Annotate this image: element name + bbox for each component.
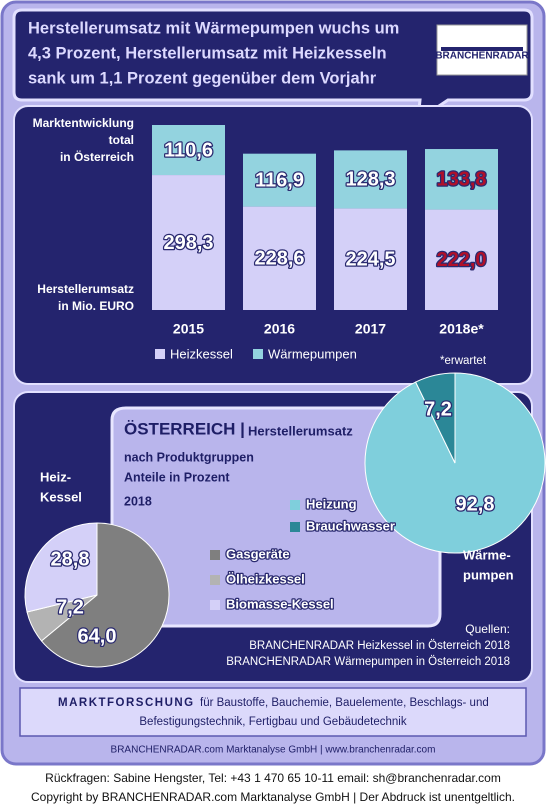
chart-title: total [109,133,134,147]
value-label: 116,9 [255,169,304,191]
value-label: 110,6 [164,139,213,161]
value-label: 7,2 [56,596,84,618]
legend-swatch [290,522,300,532]
value-label: 133,8 [436,169,486,191]
pie-slice [40,522,170,668]
legend-label: Heizkessel [170,346,233,361]
panel-heading-sub: Herstellerumsatz [248,423,353,438]
bar-segment [243,153,316,207]
pie-title: Kessel [40,489,82,504]
footer-contact: Rückfragen: Sabine Hengster, Tel: +43 1 … [45,771,501,785]
bar-segment [334,208,407,310]
legend-label: Wärmepumpen [268,346,357,361]
source: BRANCHENRADAR Heizkessel in Österreich 2… [249,640,510,652]
logo-bar [441,47,523,51]
footer-lead: MARKTFORSCHUNG [58,697,195,709]
legend-label: Gasgeräte [226,546,290,561]
value-label: 298,3 [163,232,213,254]
value-label: 92,8 [456,493,495,515]
pie-slice [414,372,456,464]
bar-segment [425,209,498,310]
legend-swatch [210,600,220,610]
value-label: 128,3 [345,169,395,191]
header-title: sank um 1,1 Prozent gegenüber dem Vorjah… [28,69,377,87]
legend-label: Ölheizkessel [226,571,305,586]
chart-title: Marktentwicklung [33,116,134,130]
bar-segment [152,125,225,176]
legend-swatch [210,550,220,560]
footer-copyright: Copyright by BRANCHENRADAR.com Marktanal… [31,790,515,804]
x-tick-label: 2017 [355,321,386,337]
panel-line: Anteile in Prozent [124,470,230,484]
bar-segment [425,149,498,210]
pie [364,372,546,554]
legend-label: Brauchwasser [306,518,395,533]
legend-swatch [290,500,300,510]
pie-slice [24,522,98,613]
logo: BRANCHENRADAR [435,51,529,62]
footer-text: für Baustoffe, Bauchemie, Bauelemente, B… [200,697,489,709]
axis-label: Herstellerumsatz [37,282,134,296]
header-title: 4,3 Prozent, Herstellerumsatz mit Heizke… [28,44,387,62]
value-label: 222,0 [436,249,486,271]
pie-title: Wärme- [463,547,511,562]
legend-label: Heizung [306,496,357,511]
header-title: Herstellerumsatz mit Wärmepumpen wuchs u… [28,19,399,37]
footer-text: Befestigungstechnik, Fertigbau und Gebäu… [139,716,406,728]
footer-company: BRANCHENRADAR.com Marktanalyse GmbH | ww… [111,745,436,756]
axis-label: in Mio. EURO [58,299,134,313]
x-tick-label: 2018e* [439,321,484,337]
x-tick-label: 2015 [173,321,204,337]
value-label: 224,5 [345,248,395,270]
footer-box [19,687,527,737]
legend-swatch [210,575,220,585]
x-tick-label: 2016 [264,321,295,337]
source: BRANCHENRADAR Wärmepumpen in Österreich … [226,656,510,668]
value-label: 228,6 [254,248,304,270]
value-label: 64,0 [78,625,117,647]
pie-title: pumpen [463,567,514,582]
value-label: 7,2 [424,398,452,420]
note: *erwartet [440,355,487,367]
pie-title: Heiz- [40,469,71,484]
panel-year: 2018 [124,494,152,508]
bar-segment [152,175,225,310]
bar-segment [243,206,316,310]
legend-label: Biomasse-Kessel [226,596,334,611]
legend-swatch [253,349,263,359]
value-label: 28,8 [51,548,90,570]
pie [24,522,170,668]
legend-swatch [155,349,165,359]
bar-segment [334,150,407,209]
chart-title: in Österreich [60,149,134,164]
panel-line: nach Produktgruppen [124,450,254,464]
sources-label: Quellen: [465,622,510,636]
panel-heading: ÖSTERREICH | [124,419,245,438]
